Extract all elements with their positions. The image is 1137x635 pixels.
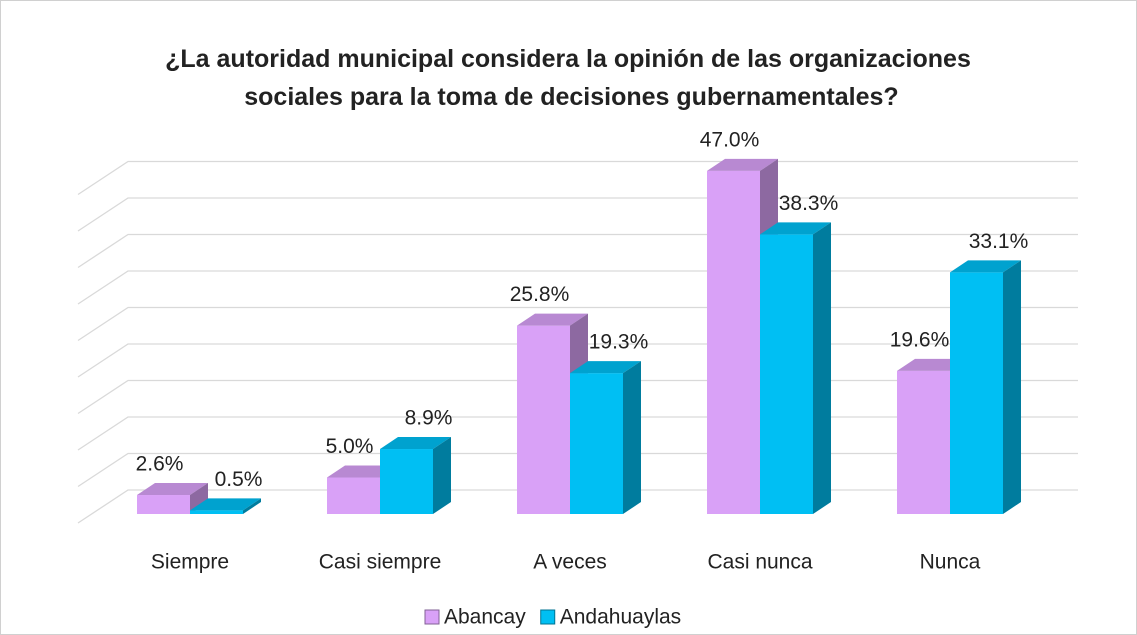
bar-top — [380, 437, 451, 450]
data-label: 0.5% — [215, 468, 263, 491]
data-label: 38.3% — [779, 192, 839, 215]
x-tick-label: Casi siempre — [319, 551, 442, 574]
bar-top — [190, 498, 261, 511]
legend-swatch — [424, 609, 440, 625]
data-label: 47.0% — [700, 128, 760, 151]
bar-side — [433, 437, 451, 514]
bar-side — [813, 222, 831, 514]
data-label: 2.6% — [136, 453, 184, 476]
legend-label: Andahuaylas — [560, 606, 681, 629]
bar — [570, 361, 641, 514]
bar-front — [327, 477, 380, 514]
bar-top — [760, 222, 831, 235]
bar-front — [137, 495, 190, 514]
bar-front — [707, 170, 760, 514]
bar-side — [1003, 260, 1021, 514]
bar-side — [243, 498, 261, 514]
legend-swatch — [540, 609, 556, 625]
bar-front — [190, 510, 243, 514]
bar-top — [570, 361, 641, 374]
bar-top — [137, 483, 208, 496]
x-tick-label: A veces — [533, 551, 607, 574]
bar-front — [897, 370, 950, 514]
bar-front — [950, 272, 1003, 514]
bar — [190, 498, 261, 514]
data-label: 19.6% — [890, 328, 950, 351]
bar — [517, 313, 588, 514]
bar-side — [190, 483, 208, 514]
bar-top — [707, 158, 778, 171]
x-tick-label: Nunca — [920, 551, 981, 574]
chart-title: ¿La autoridad municipal considera la opi… — [165, 45, 971, 111]
bar-side — [623, 361, 641, 514]
data-label: 5.0% — [326, 435, 374, 458]
x-tick-label: Casi nunca — [707, 551, 812, 574]
bar-front — [380, 449, 433, 514]
data-label: 8.9% — [405, 407, 453, 430]
bar — [950, 260, 1021, 514]
legend-label: Abancay — [444, 606, 526, 629]
bar — [137, 483, 208, 514]
bar — [760, 222, 831, 514]
bar-front — [517, 325, 570, 514]
bar — [380, 437, 451, 514]
x-tick-label: Siempre — [151, 551, 229, 574]
bar-top — [517, 313, 588, 326]
data-label: 33.1% — [969, 230, 1029, 253]
bar-top — [950, 260, 1021, 273]
data-label: 25.8% — [510, 283, 570, 306]
data-label: 19.3% — [589, 331, 649, 354]
bar-front — [760, 234, 813, 514]
bar-front — [570, 373, 623, 514]
